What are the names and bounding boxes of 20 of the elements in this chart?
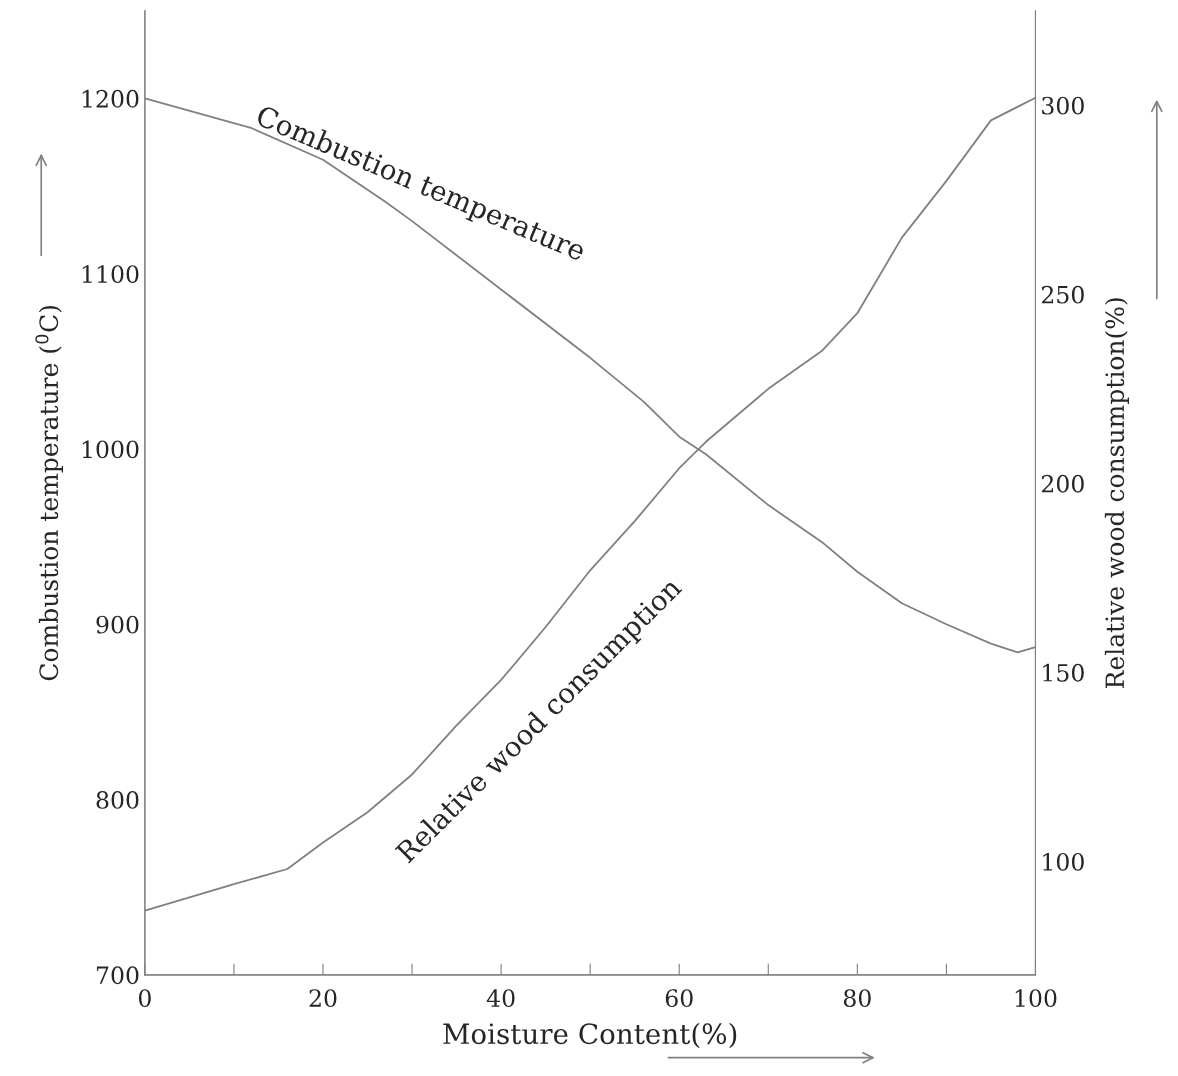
y-tick-label: 800 (96, 791, 139, 809)
y2-tick-label: 250 (1041, 285, 1084, 304)
y2-axis-title: Relative wood consumption(%) (1104, 298, 1130, 688)
x-tick-label: 40 (486, 989, 515, 1008)
x-tick-label: 60 (665, 989, 693, 1008)
y-tick-label: 900 (96, 615, 139, 634)
y-tick-label: 700 (96, 966, 139, 985)
y2-tick-label: 300 (1042, 96, 1084, 115)
x-tick-label: 100 (1015, 989, 1057, 1008)
x-tick-label: 20 (309, 989, 337, 1008)
y-axis-title: Combustion temperature ($^{0}$C) (35, 305, 64, 681)
y-tick-label: 1000 (82, 440, 139, 459)
y2-tick-label: 100 (1043, 852, 1084, 871)
x-tick-label: 80 (843, 989, 871, 1008)
y-tick-label: 1200 (82, 89, 139, 108)
x-tick-label: 0 (138, 989, 151, 1008)
y-tick-label: 1100 (82, 265, 139, 283)
x-axis-title: Moisture Content(%) (443, 1022, 737, 1049)
y2-tick-label: 150 (1043, 663, 1084, 682)
y2-tick-label: 200 (1041, 474, 1084, 493)
